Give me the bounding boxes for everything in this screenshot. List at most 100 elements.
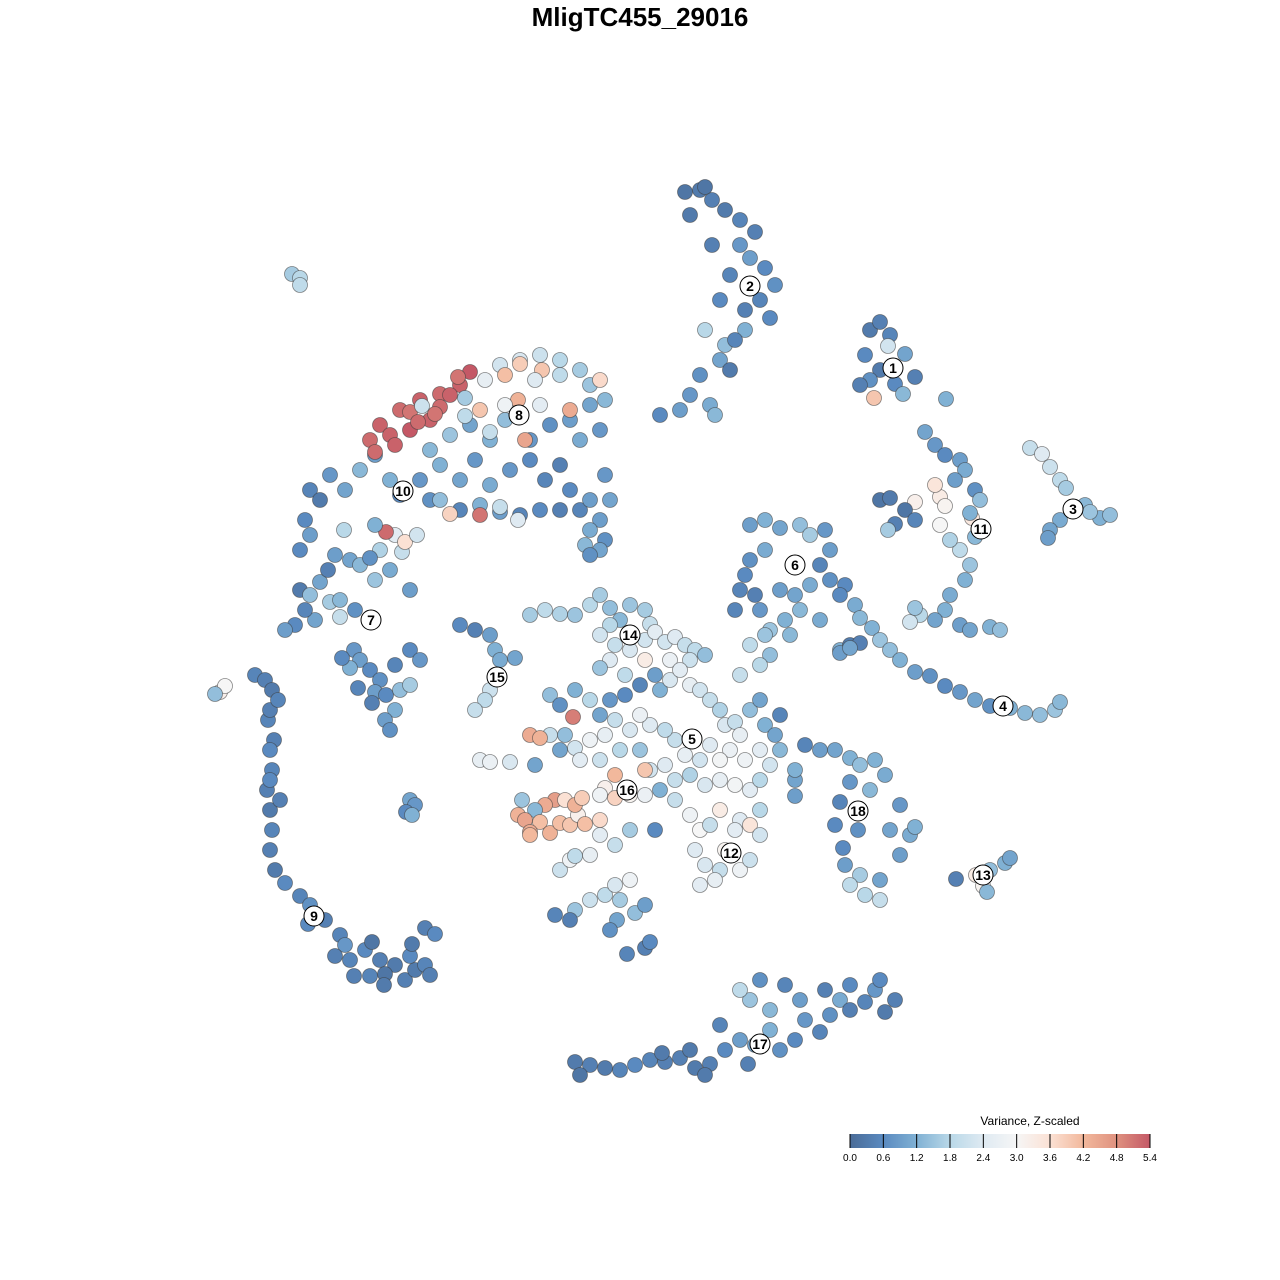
- legend-tick-label: 4.2: [1076, 1153, 1091, 1164]
- data-point: [737, 752, 753, 768]
- data-point: [927, 437, 943, 453]
- data-point: [642, 717, 658, 733]
- data-point: [332, 609, 348, 625]
- cluster-label-text: 13: [975, 867, 991, 883]
- data-point: [892, 652, 908, 668]
- cluster-label-badge: [303, 905, 325, 927]
- data-point: [522, 452, 538, 468]
- color-legend: [849, 1134, 1151, 1148]
- data-point: [607, 837, 623, 853]
- data-point: [367, 572, 383, 588]
- data-point: [692, 877, 708, 893]
- cluster-label-text: 10: [395, 483, 411, 499]
- data-point: [772, 1042, 788, 1058]
- data-point: [812, 557, 828, 573]
- data-point: [742, 817, 758, 833]
- data-point: [827, 742, 843, 758]
- data-point: [812, 612, 828, 628]
- data-point: [732, 1032, 748, 1048]
- data-point: [382, 472, 398, 488]
- data-point: [742, 552, 758, 568]
- data-point: [327, 948, 343, 964]
- data-point: [637, 897, 653, 913]
- data-point: [492, 499, 508, 515]
- cluster-label-badge: [739, 275, 761, 297]
- data-point: [527, 757, 543, 773]
- data-point: [427, 926, 443, 942]
- data-point: [817, 982, 833, 998]
- cluster-label-badge: [992, 695, 1014, 717]
- data-point: [582, 892, 598, 908]
- data-point: [592, 827, 608, 843]
- data-point: [702, 737, 718, 753]
- data-point: [297, 512, 313, 528]
- data-point: [787, 1032, 803, 1048]
- data-point: [292, 277, 308, 293]
- cluster-label-badge: [681, 728, 703, 750]
- data-point: [412, 472, 428, 488]
- data-point: [367, 517, 383, 533]
- cluster-label-6: 6: [784, 554, 806, 576]
- data-point: [577, 816, 593, 832]
- data-point: [752, 602, 768, 618]
- data-point: [622, 722, 638, 738]
- data-point: [562, 482, 578, 498]
- data-point: [387, 702, 403, 718]
- data-point: [552, 862, 568, 878]
- data-point: [452, 617, 468, 633]
- data-point: [402, 582, 418, 598]
- legend-title: Variance, Z-scaled: [980, 1114, 1080, 1128]
- data-point: [277, 622, 293, 638]
- data-point: [404, 936, 420, 952]
- data-point: [402, 642, 418, 658]
- data-point: [1034, 446, 1050, 462]
- data-point: [1082, 504, 1098, 520]
- cluster-label-badge: [784, 554, 806, 576]
- data-point: [502, 754, 518, 770]
- data-point: [712, 702, 728, 718]
- data-point: [582, 692, 598, 708]
- data-point: [792, 517, 808, 533]
- data-point: [482, 477, 498, 493]
- data-point: [347, 602, 363, 618]
- data-point: [672, 402, 688, 418]
- data-point: [409, 527, 425, 543]
- legend-tick-label: 1.8: [943, 1153, 957, 1164]
- data-point: [410, 414, 426, 430]
- data-point: [852, 757, 868, 773]
- data-point: [1040, 530, 1056, 546]
- data-point: [857, 887, 873, 903]
- cluster-label-4: 4: [992, 695, 1014, 717]
- data-point: [457, 390, 473, 406]
- data-point: [492, 652, 508, 668]
- data-point: [612, 742, 628, 758]
- data-point: [752, 802, 768, 818]
- data-point: [732, 667, 748, 683]
- data-point: [727, 777, 743, 793]
- data-point: [707, 407, 723, 423]
- data-point: [642, 934, 658, 950]
- data-point: [597, 1060, 613, 1076]
- data-point: [747, 224, 763, 240]
- data-point: [627, 1057, 643, 1073]
- data-point: [979, 884, 995, 900]
- cluster-label-badge: [392, 480, 414, 502]
- cluster-label-badge: [749, 1033, 771, 1055]
- cluster-label-badge: [720, 842, 742, 864]
- data-point: [737, 302, 753, 318]
- cluster-label-text: 2: [746, 278, 754, 294]
- data-point: [372, 952, 388, 968]
- cluster-label-text: 16: [619, 782, 635, 798]
- data-point: [654, 1045, 670, 1061]
- cluster-label-18: 18: [847, 800, 869, 822]
- data-point: [592, 707, 608, 723]
- cluster-label-badge: [508, 404, 530, 426]
- data-point: [552, 457, 568, 473]
- data-point: [772, 707, 788, 723]
- legend-tick-label: 2.4: [976, 1153, 991, 1164]
- data-point: [727, 822, 743, 838]
- data-point: [697, 857, 713, 873]
- cluster-label-text: 15: [489, 669, 505, 685]
- legend-tick-label: 0.6: [876, 1153, 891, 1164]
- data-point: [827, 817, 843, 833]
